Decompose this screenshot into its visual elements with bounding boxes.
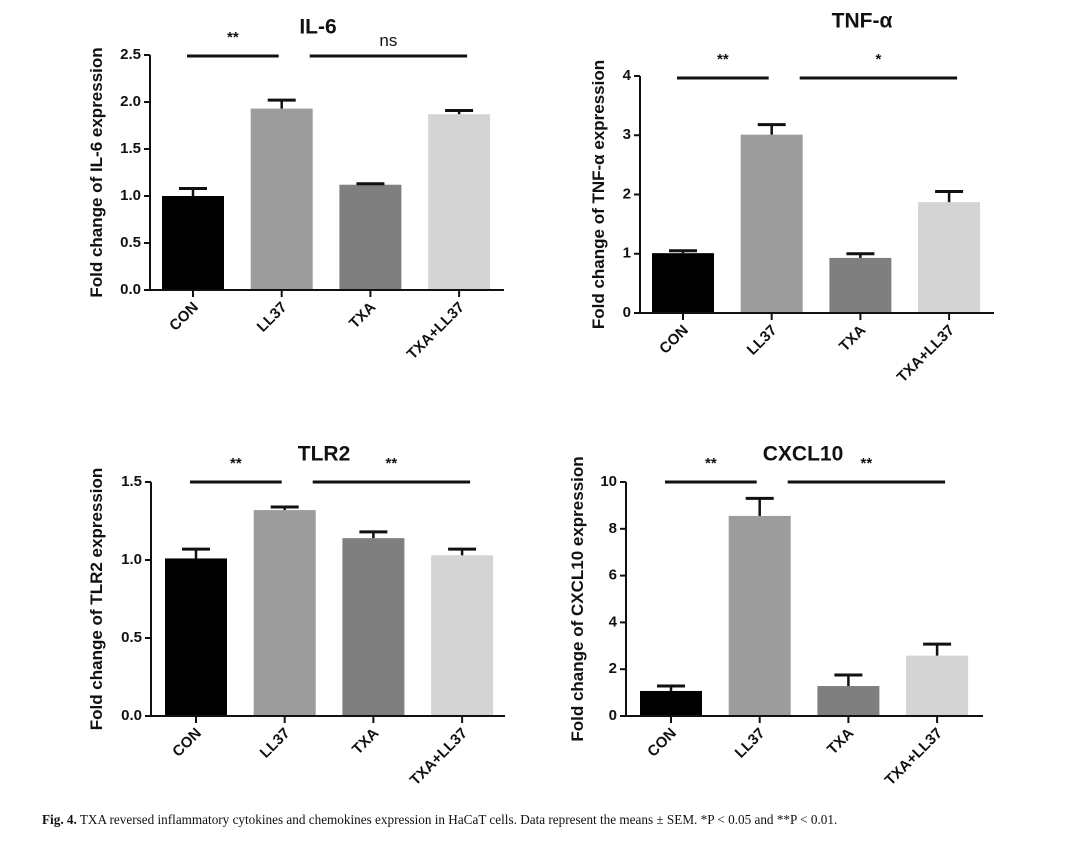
bar-tlr2-txa-ll37: [431, 555, 494, 716]
x-tick-label-tnf-2: TXA: [836, 322, 869, 355]
chart-title-il6: IL-6: [299, 16, 336, 39]
y-axis-label-tnf: Fold change of TNF-α expression: [589, 60, 608, 329]
y-tick-label-cxcl10-1: 2: [609, 660, 617, 677]
y-tick-label-tnf-2: 2: [623, 185, 631, 202]
significance-label-il6-1: ns: [379, 31, 397, 50]
x-tick-label-il6-0: CON: [166, 299, 202, 335]
y-tick-label-il6-3: 1.5: [120, 140, 141, 157]
x-tick-label-cxcl10-2: TXA: [824, 725, 857, 758]
y-tick-label-cxcl10-3: 6: [609, 567, 617, 584]
y-tick-label-il6-2: 1.0: [120, 187, 141, 204]
x-tick-label-tlr2-2: TXA: [349, 725, 382, 758]
x-tick-label-il6-2: TXA: [346, 299, 379, 332]
x-tick-label-cxcl10-0: CON: [644, 725, 680, 761]
x-tick-label-cxcl10-3: TXA+LL37: [882, 725, 946, 789]
bar-cxcl10-ll37: [728, 515, 791, 716]
y-tick-label-tnf-3: 3: [623, 126, 631, 143]
y-tick-label-il6-1: 0.5: [120, 234, 141, 251]
bar-tlr2-ll37: [253, 510, 316, 716]
y-tick-label-tlr2-3: 1.5: [121, 473, 142, 490]
y-tick-label-il6-5: 2.5: [120, 46, 141, 63]
y-tick-label-cxcl10-0: 0: [609, 707, 617, 724]
y-tick-label-cxcl10-5: 10: [600, 473, 617, 490]
x-tick-label-tnf-3: TXA+LL37: [894, 322, 958, 386]
y-tick-label-tlr2-1: 0.5: [121, 629, 142, 646]
significance-label-tnf-0: **: [717, 51, 729, 68]
y-tick-label-tlr2-2: 1.0: [121, 551, 142, 568]
figure-caption: Fig. 4. TXA reversed inflammatory cytoki…: [42, 812, 1072, 828]
y-tick-label-il6-4: 2.0: [120, 93, 141, 110]
bar-tlr2-con: [165, 558, 227, 716]
x-tick-label-tnf-0: CON: [656, 322, 692, 358]
x-tick-label-cxcl10-1: LL37: [732, 725, 769, 762]
x-tick-label-il6-3: TXA+LL37: [404, 299, 468, 363]
y-axis-label-tlr2: Fold change of TLR2 expression: [87, 468, 106, 731]
bar-tnf-ll37: [740, 134, 803, 313]
significance-label-tlr2-0: **: [230, 455, 242, 472]
x-tick-label-tnf-1: LL37: [744, 322, 781, 359]
bar-il6-ll37: [250, 108, 313, 290]
significance-label-cxcl10-0: **: [705, 455, 717, 472]
bar-il6-txa-ll37: [428, 114, 491, 290]
bar-tnf-txa-ll37: [918, 202, 981, 313]
y-tick-label-tnf-0: 0: [623, 304, 631, 321]
y-tick-label-tlr2-0: 0.0: [121, 707, 142, 724]
significance-label-cxcl10-1: **: [861, 455, 873, 472]
caption-text: TXA reversed inflammatory cytokines and …: [76, 812, 838, 827]
figure-number: Fig. 4.: [42, 812, 77, 827]
significance-label-tlr2-1: **: [386, 455, 398, 472]
x-tick-label-tlr2-1: LL37: [257, 725, 294, 762]
bar-il6-txa: [339, 184, 402, 290]
bar-cxcl10-txa-ll37: [906, 655, 969, 716]
significance-label-tnf-1: *: [875, 51, 881, 68]
x-tick-label-tlr2-3: TXA+LL37: [407, 725, 471, 789]
bar-tnf-con: [652, 253, 714, 313]
bar-tlr2-txa: [342, 538, 405, 716]
y-axis-label-cxcl10: Fold change of CXCL10 expression: [568, 456, 587, 741]
x-tick-label-tlr2-0: CON: [169, 725, 205, 761]
y-tick-label-cxcl10-2: 4: [609, 613, 618, 630]
significance-label-il6-0: **: [227, 29, 239, 46]
bar-cxcl10-txa: [817, 686, 880, 716]
bar-tnf-txa: [829, 257, 892, 313]
y-tick-label-tnf-4: 4: [623, 67, 632, 84]
bar-il6-con: [162, 196, 224, 290]
chart-title-cxcl10: CXCL10: [763, 443, 844, 466]
bar-cxcl10-con: [640, 690, 702, 716]
chart-title-tlr2: TLR2: [298, 443, 351, 466]
y-tick-label-tnf-1: 1: [623, 245, 631, 262]
y-tick-label-cxcl10-4: 8: [609, 520, 617, 537]
y-axis-label-il6: Fold change of IL-6 expression: [87, 47, 106, 297]
y-tick-label-il6-0: 0.0: [120, 281, 141, 298]
x-tick-label-il6-1: LL37: [254, 299, 291, 336]
chart-title-tnf: TNF-α: [832, 10, 893, 33]
